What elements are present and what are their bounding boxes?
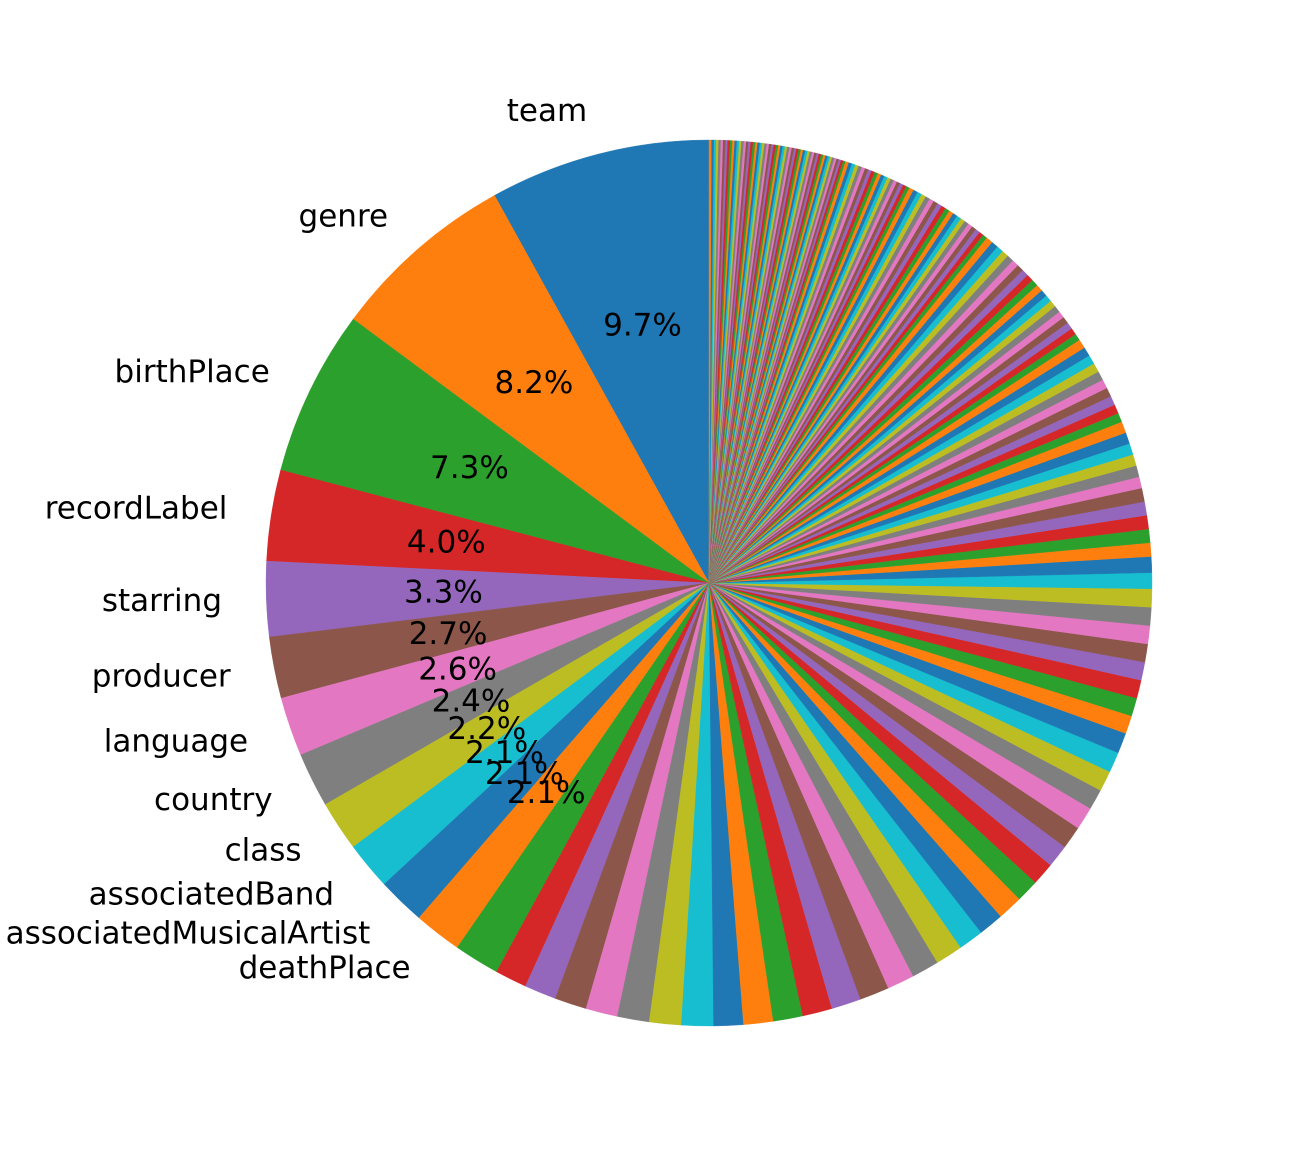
percent-label-producer: 2.7%	[409, 616, 488, 652]
category-label-language: language	[104, 723, 248, 759]
percent-label-language: 2.6%	[418, 651, 497, 687]
category-label-producer: producer	[92, 658, 231, 694]
category-label-deathPlace: deathPlace	[239, 950, 411, 986]
category-label-associatedBand: associatedBand	[89, 876, 334, 912]
category-label-recordLabel: recordLabel	[45, 490, 228, 526]
pie-slice-birthPlace	[280, 318, 710, 584]
percent-label-team: 9.7%	[603, 308, 682, 344]
percent-label-associatedMusicalArtist: 2.1%	[485, 756, 564, 792]
category-labels: team genre birthPlace recordLabel starring pr…	[6, 93, 588, 986]
pie-slices	[265, 139, 1153, 1027]
category-label-birthPlace: birthPlace	[115, 354, 270, 390]
category-label-starring: starring	[102, 583, 222, 619]
category-label-team: team	[507, 93, 587, 129]
pie-slice-191	[708, 139, 712, 584]
category-label-class: class	[225, 832, 302, 868]
pie-slice-team	[494, 139, 710, 584]
category-label-country: country	[154, 782, 273, 818]
percent-label-associatedBand: 2.1%	[465, 735, 544, 771]
category-label-associatedMusicalArtist: associatedMusicalArtist	[6, 915, 371, 951]
percent-label-birthPlace: 7.3%	[430, 450, 509, 486]
percent-label-starring: 3.3%	[404, 575, 483, 611]
percent-label-class: 2.2%	[447, 711, 526, 747]
percent-label-country: 2.4%	[432, 683, 511, 719]
pie-slice-genre	[352, 195, 710, 584]
percent-label-deathPlace: 2.1%	[507, 775, 586, 811]
category-label-genre: genre	[299, 198, 389, 234]
percent-labels: 9.7%8.2%7.3%4.0%3.3%2.7%2.6%2.4%2.2%2.1%…	[404, 308, 682, 811]
percent-label-recordLabel: 4.0%	[407, 524, 486, 560]
percent-label-genre: 8.2%	[495, 365, 574, 401]
